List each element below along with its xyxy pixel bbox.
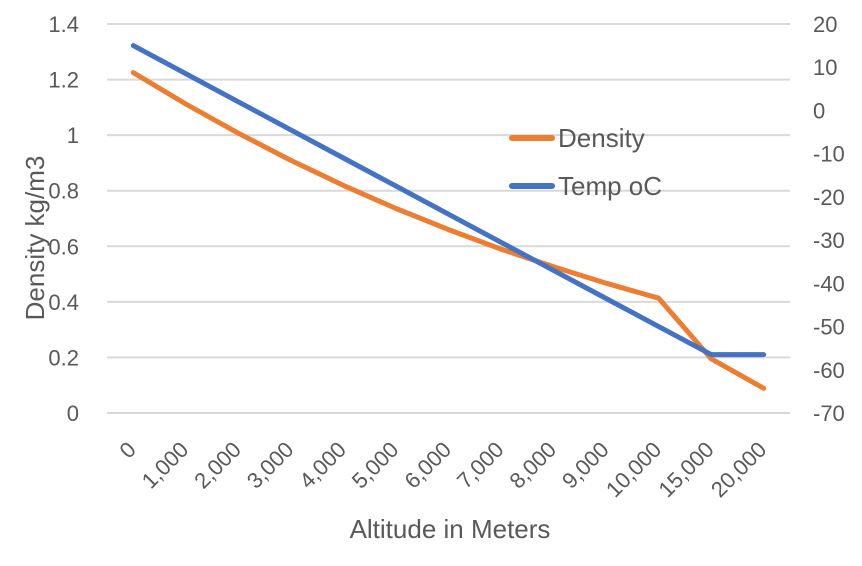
gridlines [107, 23, 790, 414]
x-axis-tick-label: 3,000 [242, 437, 299, 494]
legend-item-temp: Temp oC [509, 170, 662, 201]
x-axis-tick-label: 8,000 [504, 437, 561, 494]
right-axis-tick-labels: 20 10 0 -10 -20 -30 -40 -50 -60 -70 [813, 12, 845, 426]
x-axis-tick-labels: 01,0002,0003,0004,0005,0006,0007,0008,00… [114, 437, 771, 502]
x-axis-tick-label: 5,000 [347, 437, 404, 494]
x-axis-tick-label: 2,000 [189, 437, 246, 494]
right-axis-tick-label: -60 [813, 358, 845, 383]
x-axis-tick-label: 15,000 [653, 437, 718, 502]
right-axis-tick-label: -30 [813, 228, 845, 253]
density-series-swatch-icon [509, 134, 555, 141]
chart-legend: Density Temp oC [509, 122, 662, 201]
series-line-temp-oc [130, 43, 767, 358]
left-axis-tick-label: 1.4 [48, 12, 79, 37]
left-axis-tick-label: 0 [67, 401, 79, 426]
right-axis-tick-label: 0 [813, 98, 825, 123]
right-axis-tick-label: -50 [813, 315, 845, 340]
right-axis-tick-label: 10 [813, 55, 837, 80]
right-axis-tick-label: -10 [813, 142, 845, 167]
x-axis-tick-label: 4,000 [294, 437, 351, 494]
left-axis-tick-label: 0.2 [48, 345, 79, 370]
x-axis-tick-label: 7,000 [452, 437, 509, 494]
x-axis-tick-label: 0 [114, 437, 140, 463]
temp-series-swatch-icon [509, 182, 555, 189]
legend-item-density: Density [509, 122, 662, 153]
legend-label-temp: Temp oC [558, 170, 663, 201]
left-axis-tick-label: 0.6 [48, 234, 79, 259]
x-axis-tick-label: 10,000 [601, 437, 666, 502]
left-axis-tick-label: 0.4 [48, 290, 79, 315]
left-axis-tick-label: 1 [67, 123, 79, 148]
left-axis-tick-labels: 1.4 1.2 1 0.8 0.6 0.4 0.2 0 [48, 12, 79, 426]
series-lines [130, 43, 767, 391]
right-axis-tick-label: -70 [813, 401, 845, 426]
x-axis-tick-label: 6,000 [399, 437, 456, 494]
y-axis-title: Density kg/m3 [20, 156, 50, 321]
right-axis-tick-label: -40 [813, 271, 845, 296]
series-line-density [130, 70, 767, 391]
x-axis-tick-label: 20,000 [706, 437, 771, 502]
x-axis-title: Altitude in Meters [350, 514, 551, 544]
left-axis-tick-label: 0.8 [48, 179, 79, 204]
legend-label-density: Density [558, 122, 645, 153]
right-axis-tick-label: 20 [813, 12, 837, 37]
left-axis-tick-label: 1.2 [48, 68, 79, 93]
x-axis-tick-label: 1,000 [137, 437, 194, 494]
right-axis-tick-label: -20 [813, 185, 845, 210]
